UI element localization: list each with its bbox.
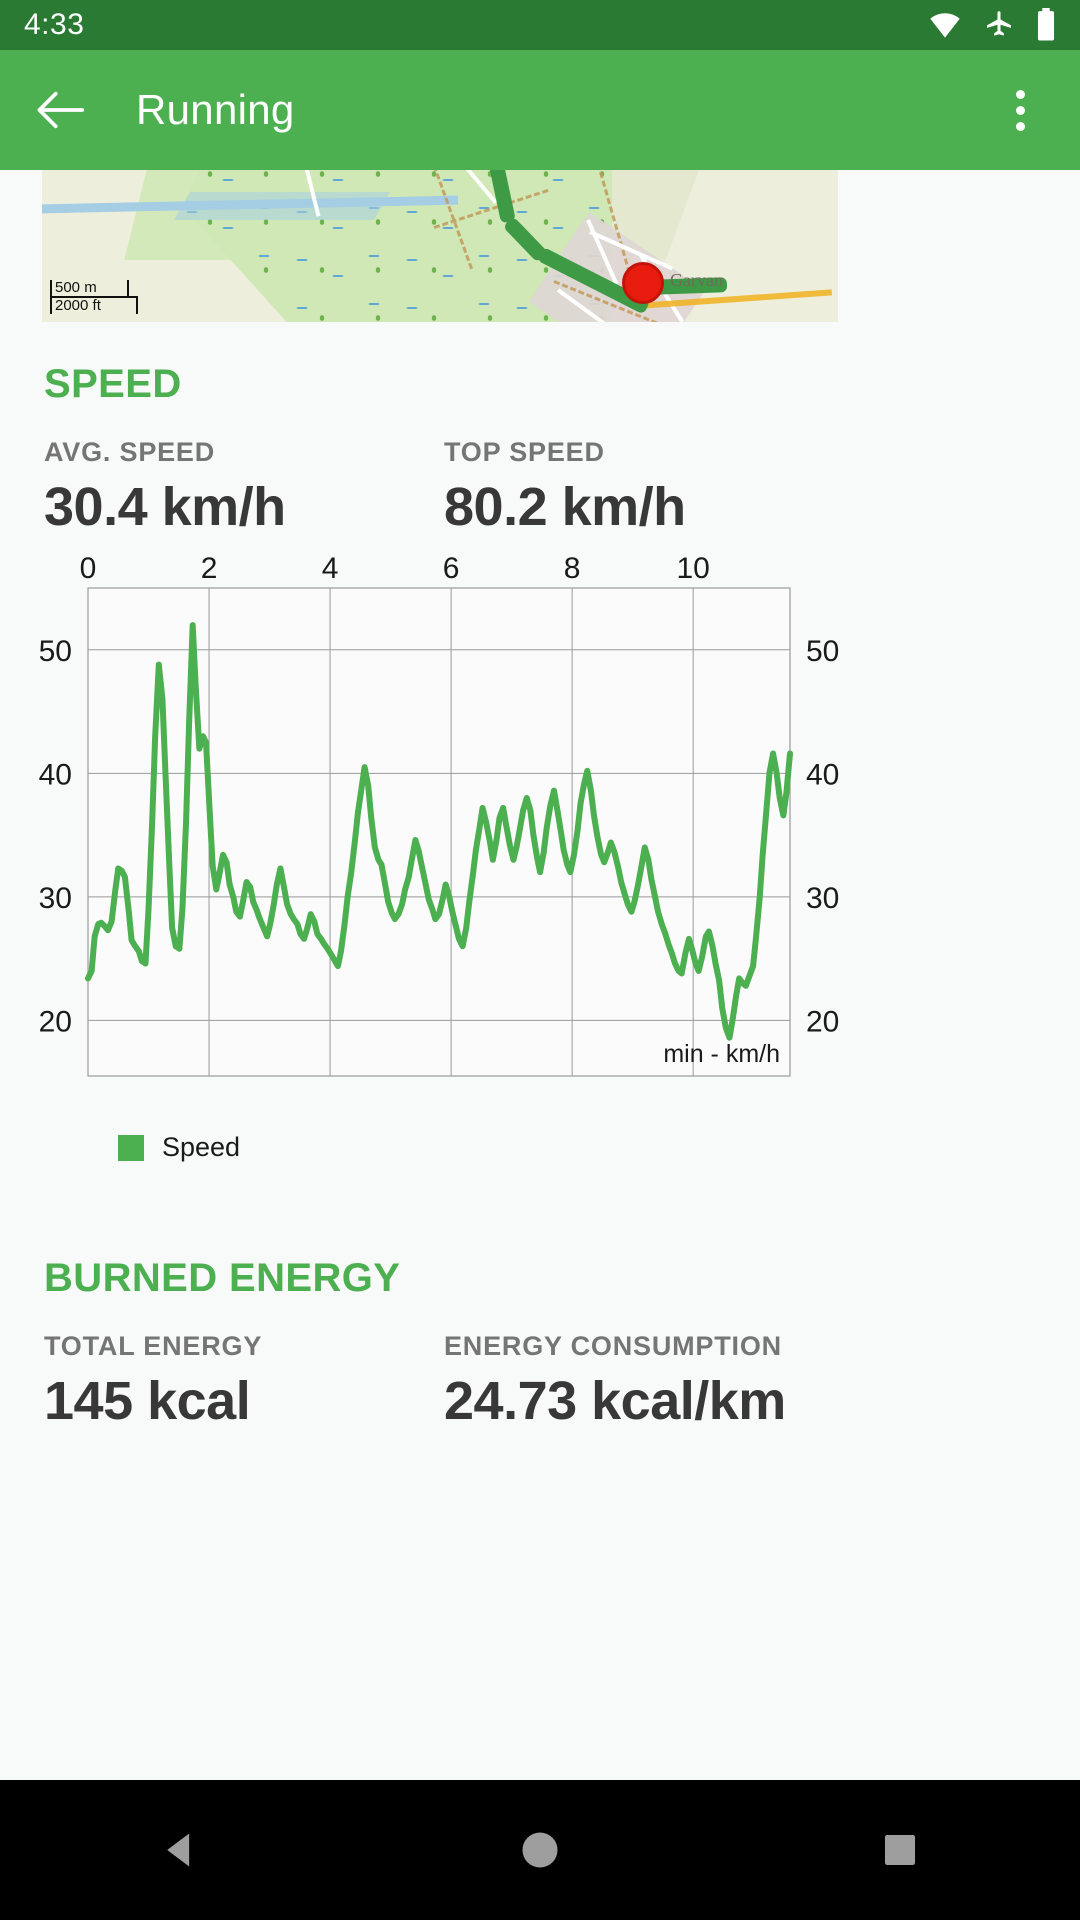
nav-recents-button[interactable] [840,1790,960,1910]
legend-label-speed: Speed [162,1132,241,1162]
scale-imperial-label: 2000 ft [55,297,101,314]
svg-text:50: 50 [806,635,839,668]
map-right-gutter [838,170,1080,322]
map-place-label: Garvan [670,270,723,290]
overflow-menu-button[interactable] [988,78,1052,142]
total-energy-stat: TOTAL ENERGY 145 kcal [44,1331,444,1432]
overflow-menu-icon [1015,89,1025,99]
svg-text:0: 0 [80,556,97,585]
speed-section-heading: SPEED [44,362,182,406]
total-energy-label: TOTAL ENERGY [44,1331,263,1361]
svg-text:4: 4 [322,556,339,585]
energy-consumption-label: ENERGY CONSUMPTION [444,1331,782,1361]
top-speed-stat: TOP SPEED 80.2 km/h [444,437,844,538]
nav-back-button[interactable] [120,1790,240,1910]
map-canvas: Garvan [42,170,838,322]
top-speed-label: TOP SPEED [444,437,605,467]
svg-text:30: 30 [806,882,839,915]
route-map[interactable]: Garvan 500 m 2000 ft [0,170,1080,322]
current-position-marker[interactable] [622,262,664,304]
speed-stats-row: AVG. SPEED 30.4 km/h TOP SPEED 80.2 km/h [0,407,1080,538]
energy-section-heading: BURNED ENERGY [44,1256,401,1300]
svg-text:10: 10 [676,556,709,585]
app-bar: Running [0,50,1080,170]
svg-text:min - km/h: min - km/h [663,1040,780,1068]
chart-legend: Speed [0,1132,1080,1163]
back-arrow-icon [37,91,84,129]
legend-swatch-speed [118,1134,144,1161]
airplane-mode-icon [987,11,1011,36]
svg-text:30: 30 [39,882,72,915]
back-button[interactable] [28,78,92,142]
map-scale-bar: 500 m 2000 ft [50,280,138,314]
total-energy-value: 145 kcal [44,1371,251,1431]
svg-text:2: 2 [201,556,218,585]
nav-back-triangle-icon [167,1833,190,1867]
status-bar: 4:33 [0,0,1080,50]
svg-text:20: 20 [806,1005,839,1038]
map-left-gutter [0,170,42,322]
svg-text:50: 50 [39,635,72,668]
avg-speed-label: AVG. SPEED [44,437,216,467]
wifi-icon [930,13,960,38]
page-title: Running [136,86,295,133]
battery-icon [1037,8,1055,41]
svg-text:40: 40 [39,758,72,791]
energy-consumption-stat: ENERGY CONSUMPTION 24.73 kcal/km [444,1331,844,1432]
nav-home-button[interactable] [480,1790,600,1910]
svg-text:6: 6 [443,556,460,585]
svg-text:20: 20 [39,1005,72,1038]
nav-home-circle-icon [522,1832,558,1868]
speed-chart[interactable]: 0 2 4 6 8 10 20 30 40 50 20 30 40 50 min - km/h Speed [0,556,1080,1196]
avg-speed-stat: AVG. SPEED 30.4 km/h [44,437,444,538]
energy-consumption-value: 24.73 kcal/km [444,1371,786,1431]
scale-bar-line [50,296,138,298]
nav-recents-square-icon [884,1834,916,1866]
svg-text:8: 8 [564,556,581,585]
overflow-menu-icon-dot2 [1015,105,1025,115]
top-speed-value: 80.2 km/h [444,477,686,537]
energy-stats-row: TOTAL ENERGY 145 kcal ENERGY CONSUMPTION… [0,1301,1080,1432]
svg-text:40: 40 [806,758,839,791]
status-icons [928,8,1056,42]
system-navigation-bar [0,1780,1080,1920]
content-area: SPEED AVG. SPEED 30.4 km/h TOP SPEED 80.… [0,322,1080,1432]
overflow-menu-icon-dot3 [1015,121,1025,131]
scale-bar-mid-tick [127,280,129,296]
scale-bar-end-tick [136,297,138,314]
status-time: 4:33 [24,8,85,41]
speed-chart-svg: 0 2 4 6 8 10 20 30 40 50 20 30 40 50 min - km/h [39,556,839,1077]
avg-speed-value: 30.4 km/h [44,477,286,537]
scale-metric-label: 500 m [55,279,97,296]
